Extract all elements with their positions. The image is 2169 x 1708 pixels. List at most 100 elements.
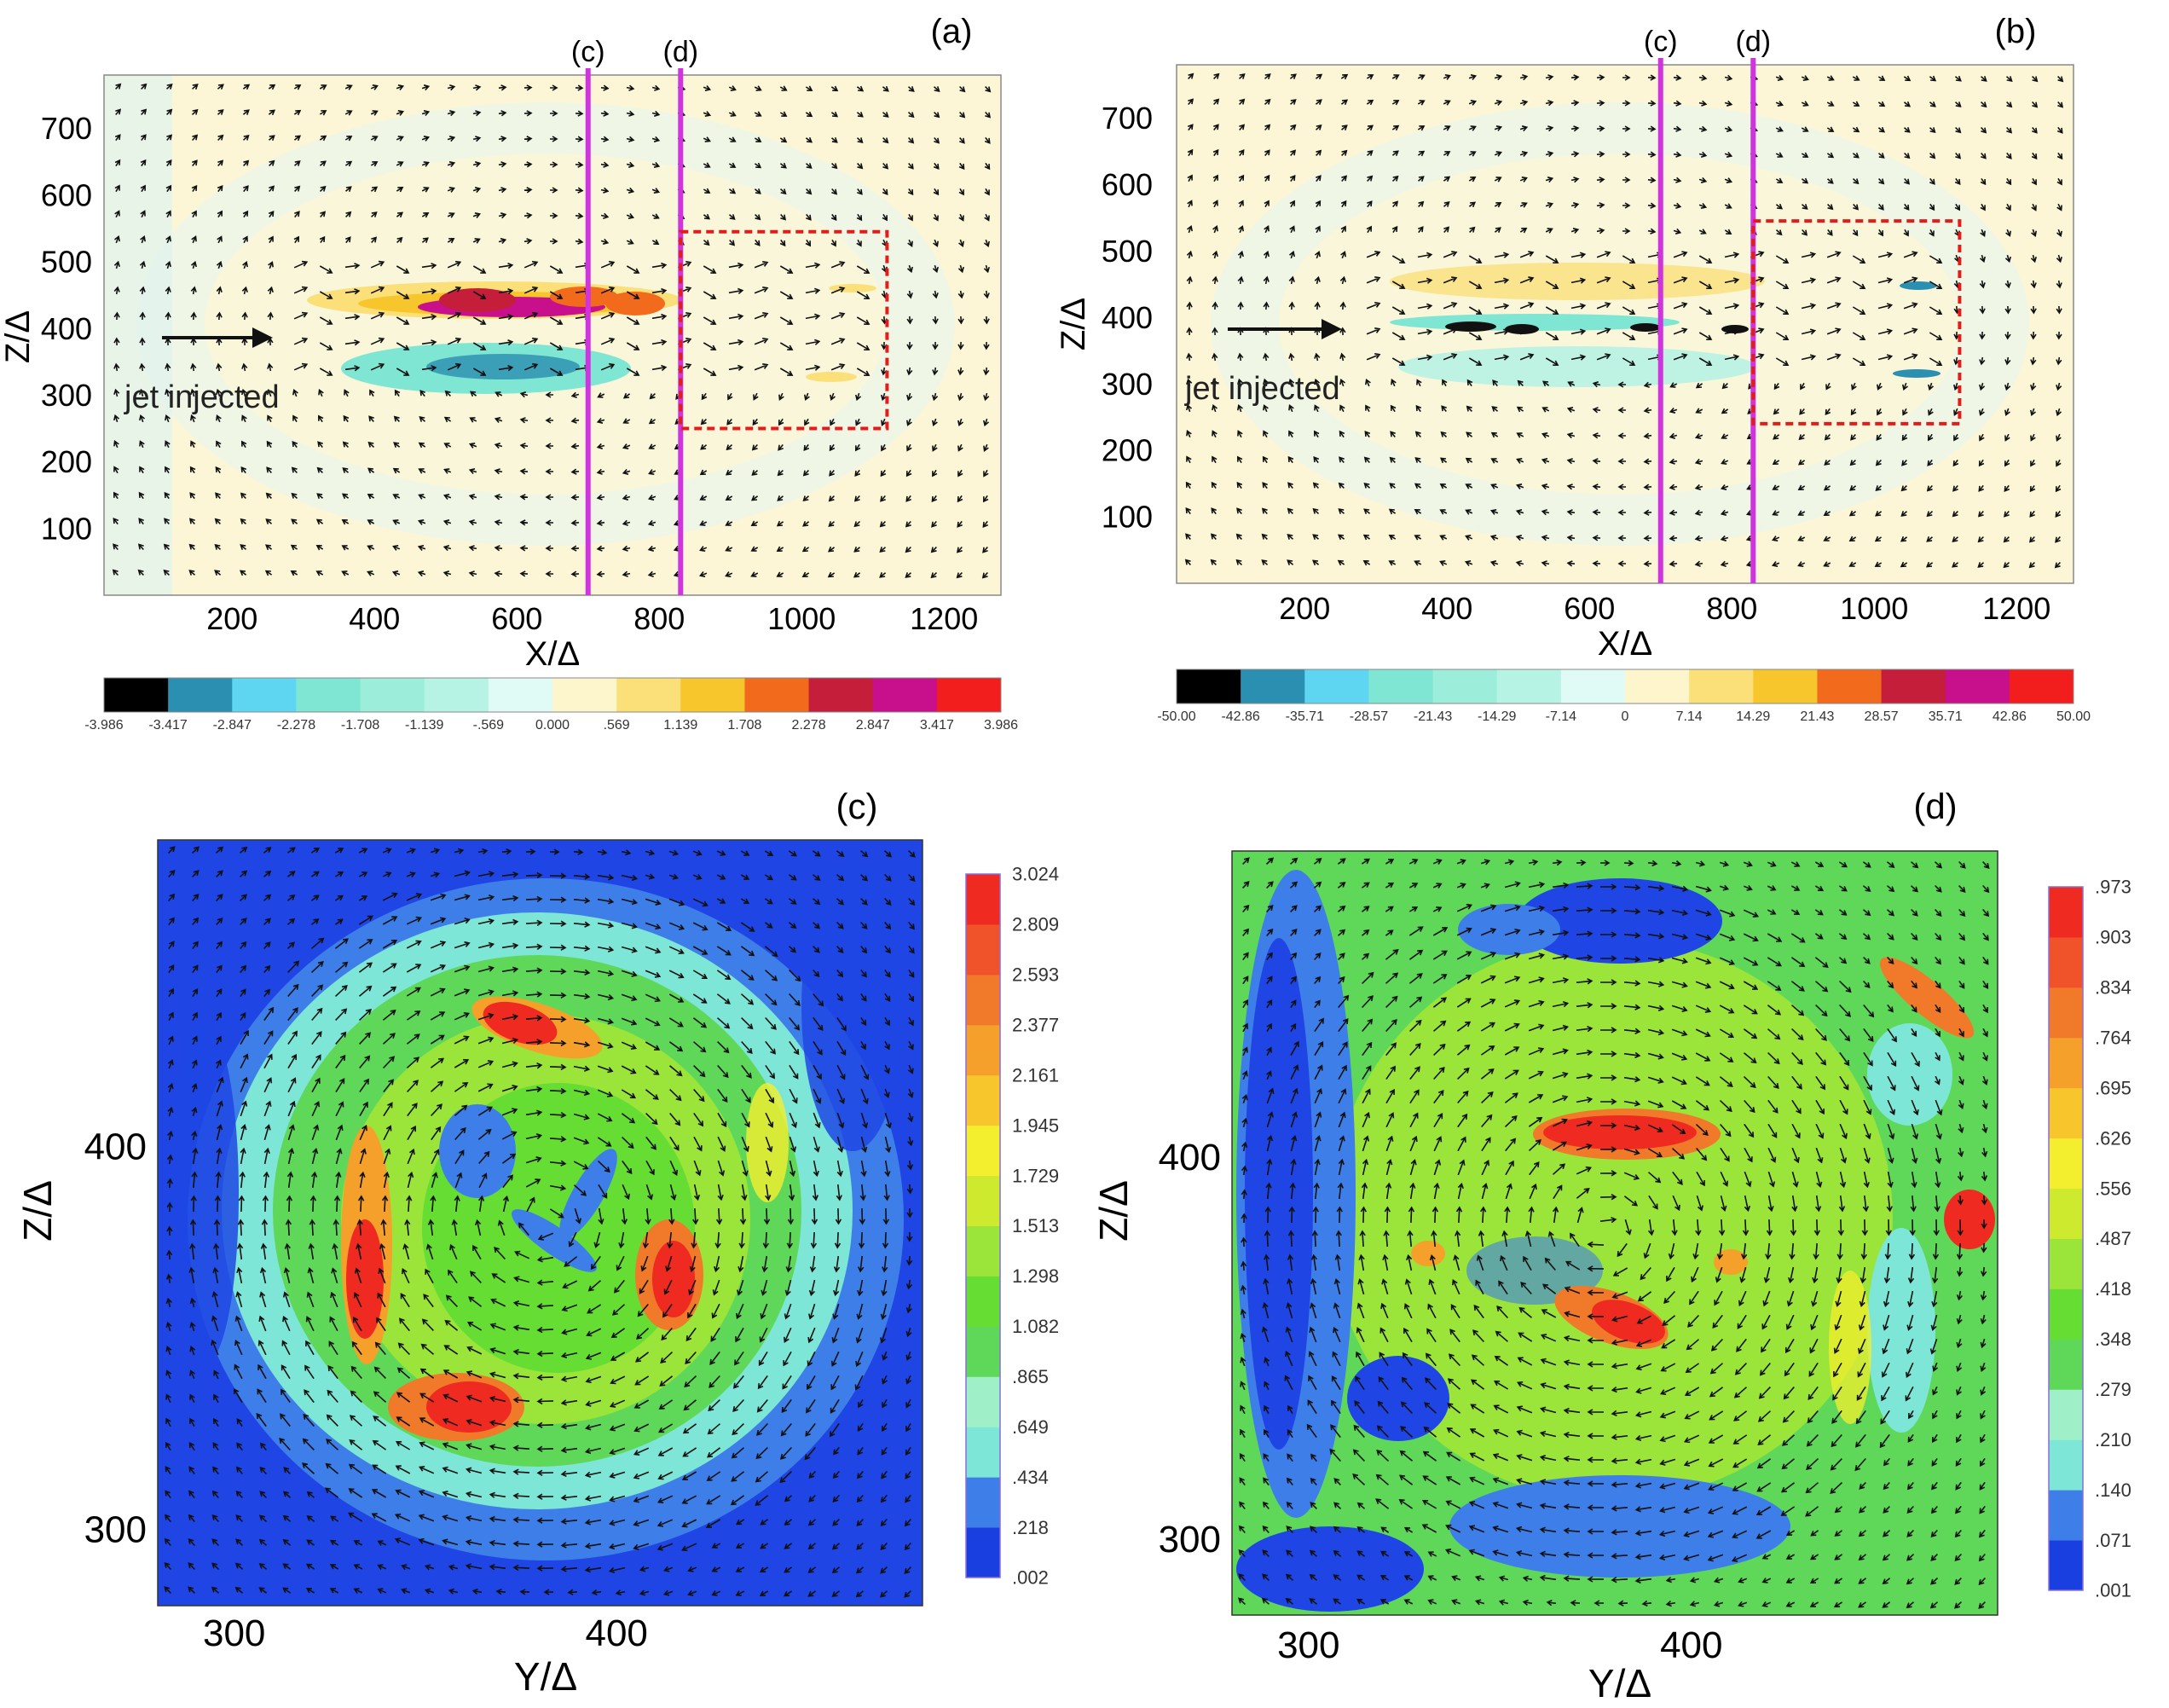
marker-label-d: (d) bbox=[1736, 26, 1772, 58]
y-tick-label: 700 bbox=[1102, 101, 1153, 136]
colorbar: .001 .071 .140 .210 .279 .348 .418 .487 .556 .626… bbox=[2048, 877, 2131, 1601]
panel-label: (a) bbox=[931, 13, 973, 50]
colorbar-tick-label: 28.57 bbox=[1865, 709, 1899, 724]
colorbar-tick-label: .210 bbox=[2095, 1429, 2131, 1450]
vector-arrows bbox=[112, 83, 992, 579]
x-tick-labels: 200 400 600 800 1000 1200 bbox=[206, 601, 978, 636]
velocity-vectors bbox=[1184, 72, 2064, 569]
y-tick-label: 600 bbox=[41, 177, 92, 212]
colorbar-tick-label: -35.71 bbox=[1286, 709, 1324, 724]
y-tick-label: 400 bbox=[84, 1126, 147, 1168]
x-tick-label: 1200 bbox=[1982, 591, 2050, 626]
colorbar-tick-label: .001 bbox=[2095, 1580, 2131, 1601]
y-tick-labels: 100 200 300 400 500 600 700 bbox=[1102, 101, 1153, 535]
colorbar-tick-label: 1.513 bbox=[1012, 1215, 1059, 1236]
colorbar-tick-label: 1.082 bbox=[1012, 1316, 1059, 1337]
colorbar-swatch bbox=[1496, 669, 1562, 703]
colorbar-tick-label: 50.00 bbox=[2056, 709, 2091, 724]
colorbar-swatch bbox=[966, 874, 1000, 925]
colorbar-tick-label: 1.708 bbox=[727, 718, 761, 732]
colorbar-tick-label: .903 bbox=[2095, 927, 2131, 948]
colorbar-tick-label: 7.14 bbox=[1676, 709, 1703, 724]
colorbar-tick-label: 2.847 bbox=[856, 718, 890, 732]
y-tick-label: 100 bbox=[41, 511, 92, 546]
colorbar-tick-label: 1.139 bbox=[663, 718, 697, 732]
colorbar-tick-label: -3.417 bbox=[148, 718, 187, 732]
colorbar-swatch bbox=[966, 1376, 1000, 1427]
colorbar-tick-label: -50.00 bbox=[1157, 709, 1195, 724]
colorbar-tick-label: 1.729 bbox=[1012, 1165, 1059, 1186]
colorbar-tick-label: 14.29 bbox=[1736, 709, 1770, 724]
colorbar-swatch bbox=[2049, 1490, 2083, 1541]
colorbar-swatch bbox=[2049, 1138, 2083, 1190]
x-tick-label: 400 bbox=[585, 1612, 647, 1654]
colorbar-swatch bbox=[1241, 669, 1305, 703]
y-axis-label: Z/Δ bbox=[1055, 298, 1092, 350]
x-tick-label: 1200 bbox=[910, 601, 978, 636]
colorbar-tick-label: .434 bbox=[1012, 1467, 1049, 1488]
colorbar-tick-label: .218 bbox=[1012, 1517, 1049, 1538]
y-tick-label: 100 bbox=[1102, 500, 1153, 535]
colorbar-tick-label: .649 bbox=[1012, 1416, 1049, 1438]
x-tick-label: 200 bbox=[206, 601, 257, 636]
marker-label-c: (c) bbox=[1644, 26, 1678, 58]
colorbar-swatch bbox=[2009, 669, 2074, 703]
colorbar-swatch bbox=[966, 923, 1000, 976]
colorbar-swatch bbox=[966, 1427, 1000, 1478]
y-tick-label: 300 bbox=[41, 378, 92, 413]
colorbar-tick-label: 2.161 bbox=[1012, 1064, 1059, 1086]
colorbar-tick-label: .348 bbox=[2095, 1329, 2131, 1350]
colorbar-tick-label: 2.278 bbox=[792, 718, 826, 732]
colorbar-tick-label: .071 bbox=[2095, 1530, 2131, 1551]
vector-arrows bbox=[164, 846, 916, 1598]
x-tick-labels: 300 400 bbox=[203, 1612, 648, 1654]
colorbar-swatch bbox=[966, 1527, 1000, 1578]
colorbar-tick-label: 0 bbox=[1622, 709, 1629, 724]
colorbar-frame bbox=[1176, 669, 2074, 704]
y-tick-label: 400 bbox=[41, 311, 92, 346]
colorbar-swatch bbox=[2049, 987, 2083, 1039]
y-tick-label: 600 bbox=[1102, 167, 1153, 202]
colorbar-swatch bbox=[2049, 936, 2083, 988]
colorbar-tick-label: 21.43 bbox=[1800, 709, 1834, 724]
y-axis-label: Z/Δ bbox=[15, 1180, 60, 1242]
x-tick-label: 400 bbox=[349, 601, 400, 636]
panel-c: (c) 300 400 300 400 Y/Δ Z/Δ .002 .218 .434 .6… bbox=[15, 786, 1059, 1699]
colorbar-tick-label: .569 bbox=[604, 718, 630, 732]
y-tick-label: 300 bbox=[1159, 1519, 1221, 1560]
y-tick-label: 400 bbox=[1102, 300, 1153, 335]
region-box bbox=[679, 229, 889, 431]
colorbar-frame bbox=[965, 873, 1001, 1578]
colorbar-swatch bbox=[936, 678, 1002, 712]
x-tick-label: 800 bbox=[633, 601, 685, 636]
colorbar-swatch bbox=[872, 678, 938, 712]
colorbar-tick-label: .764 bbox=[2095, 1027, 2131, 1048]
colorbar-tick-label: .279 bbox=[2095, 1379, 2131, 1400]
colorbar-tick-label: -14.29 bbox=[1478, 709, 1516, 724]
panel-label: (b) bbox=[1995, 13, 2037, 50]
y-tick-label: 500 bbox=[41, 245, 92, 280]
panel-d: (d) 300 400 300 400 Y/Δ Z/Δ .001 .071 .140 .2… bbox=[1091, 786, 2131, 1705]
colorbar-tick-label: -42.86 bbox=[1221, 709, 1259, 724]
x-tick-label: 800 bbox=[1706, 591, 1757, 626]
colorbar-tick-label: 2.377 bbox=[1012, 1014, 1059, 1035]
y-axis-label: Z/Δ bbox=[1091, 1180, 1136, 1242]
colorbar-swatch bbox=[966, 1125, 1000, 1177]
colorbar-frame bbox=[2048, 886, 2084, 1591]
colorbar-tick-label: -1.139 bbox=[405, 718, 443, 732]
colorbar: -3.986 -3.417 -2.847 -2.278 -1.708 -1.139 -.56… bbox=[84, 677, 1018, 732]
field-layer bbox=[1211, 102, 2029, 546]
y-tick-label: 700 bbox=[41, 111, 92, 146]
region-box bbox=[1751, 219, 1962, 426]
colorbar: -50.00 -42.86 -35.71 -28.57 -21.43 -14.29 -7.1… bbox=[1157, 669, 2091, 724]
colorbar-tick-label: 1.298 bbox=[1012, 1265, 1059, 1287]
colorbar-tick-label: 0.000 bbox=[535, 718, 570, 732]
x-tick-label: 300 bbox=[203, 1612, 265, 1654]
colorbar-swatch bbox=[2049, 1238, 2083, 1289]
colorbar-swatch bbox=[1560, 669, 1626, 703]
colorbar-swatch bbox=[2049, 1389, 2083, 1440]
colorbar-swatch bbox=[296, 678, 362, 712]
y-tick-label: 300 bbox=[1102, 367, 1153, 402]
colorbar-tick-label: 42.86 bbox=[1993, 709, 2027, 724]
